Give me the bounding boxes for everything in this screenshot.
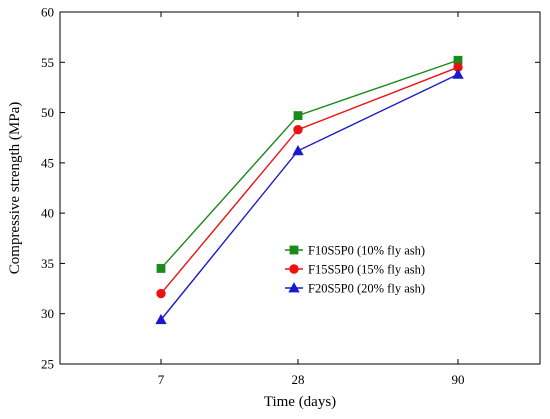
series-line bbox=[160, 59, 459, 269]
y-tick-label: 40 bbox=[41, 206, 54, 221]
y-tick-label: 60 bbox=[41, 5, 54, 20]
data-point bbox=[156, 264, 166, 273]
data-point bbox=[155, 313, 167, 325]
series-layer bbox=[155, 55, 464, 325]
x-tick-label: 28 bbox=[292, 372, 305, 387]
data-point bbox=[293, 124, 303, 135]
legend-label: F20S5P0 (20% fly ash) bbox=[308, 282, 425, 296]
x-tick-label: 90 bbox=[452, 372, 465, 387]
legend: F10S5P0 (10% fly ash) F15S5P0 (15% fly as… bbox=[285, 244, 425, 296]
legend-marker bbox=[289, 264, 299, 274]
series-square bbox=[156, 55, 463, 273]
y-tick-label: 45 bbox=[41, 155, 54, 170]
y-tick-label: 55 bbox=[41, 55, 54, 70]
plot-frame bbox=[59, 11, 541, 365]
x-tick-label: 7 bbox=[158, 372, 165, 387]
legend-label: F15S5P0 (15% fly ash) bbox=[308, 263, 425, 277]
y-axis-label: Compressive strength (MPa) bbox=[7, 102, 23, 274]
legend-item: F15S5P0 (15% fly ash) bbox=[285, 263, 425, 277]
data-point bbox=[293, 111, 303, 120]
data-point bbox=[156, 288, 166, 299]
y-tick-label: 35 bbox=[41, 256, 54, 271]
y-tick-label: 25 bbox=[41, 357, 54, 372]
legend-item: F20S5P0 (20% fly ash) bbox=[285, 282, 425, 296]
legend-label: F10S5P0 (10% fly ash) bbox=[308, 244, 425, 258]
data-point bbox=[292, 144, 304, 156]
data-point bbox=[452, 68, 464, 79]
legend-marker bbox=[289, 245, 299, 255]
legend-item: F10S5P0 (10% fly ash) bbox=[285, 244, 425, 258]
legend-marker bbox=[288, 282, 300, 293]
series-line bbox=[160, 66, 459, 295]
x-axis-label: Time (days) bbox=[264, 394, 336, 410]
y-tick-label: 50 bbox=[41, 105, 54, 120]
y-tick-label: 30 bbox=[41, 306, 54, 321]
axis-ticks: 25 30 35 40 45 50 55 60 7 28 90 bbox=[41, 5, 540, 387]
series-triangle bbox=[155, 68, 464, 325]
